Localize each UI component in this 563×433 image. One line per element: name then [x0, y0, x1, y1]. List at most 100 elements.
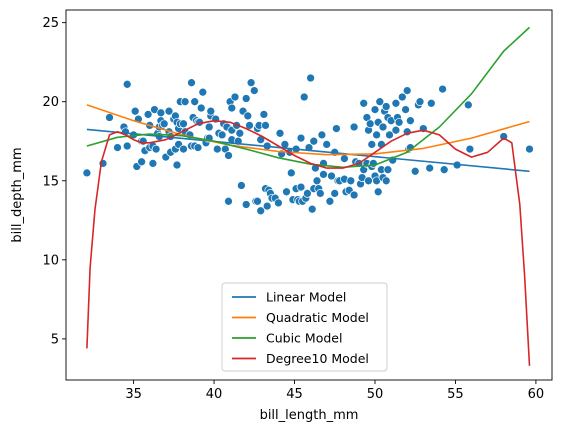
y-tick-label: 25 [42, 16, 59, 31]
scatter-point [439, 165, 449, 175]
legend-label: Quadratic Model [266, 310, 369, 325]
scatter-point [299, 92, 309, 102]
scatter-point [196, 103, 206, 113]
scatter-point [385, 130, 394, 140]
legend: Linear Model Quadratic Model Cubic Model De… [221, 282, 388, 372]
scatter-point [212, 144, 222, 154]
scatter-point [274, 198, 283, 208]
y-tick-label: 5 [51, 332, 59, 347]
scatter-point [525, 144, 534, 154]
model-lines [86, 26, 531, 366]
y-tick-label: 15 [42, 174, 59, 189]
scatter-point [369, 159, 378, 168]
scatter-point [143, 110, 153, 119]
scatter-point [130, 106, 140, 116]
x-tick-label: 50 [367, 387, 384, 402]
scatter-point [237, 181, 246, 190]
y-axis-label: bill_depth_mm [10, 147, 25, 242]
series-line [86, 128, 530, 173]
scatter-point [312, 176, 322, 186]
scatter-point [322, 140, 332, 149]
scatter-point [359, 98, 369, 108]
x-tick-label: 55 [447, 387, 464, 402]
scatter-point [367, 140, 377, 149]
y-tick-label: 20 [42, 95, 59, 110]
scatter-point [243, 111, 253, 121]
scatter-point [463, 100, 473, 110]
scatter-point [241, 94, 251, 103]
scatter-point [340, 154, 349, 163]
plot-frame [65, 9, 553, 381]
scatter-point [156, 108, 166, 118]
scatter-point [138, 136, 148, 146]
scatter-point [425, 163, 435, 173]
legend-label: Cubic Model [266, 331, 342, 346]
scatter-point [307, 204, 317, 214]
scatter-point [406, 116, 415, 126]
scatter-point [137, 157, 146, 167]
scatter-point [370, 105, 380, 114]
scatter-point [391, 125, 401, 135]
scatter-point [172, 160, 182, 170]
scatter-point [349, 190, 359, 200]
scatter-point [180, 97, 190, 107]
scatter-point [410, 166, 420, 176]
scatter-point [381, 176, 391, 186]
scatter-point [315, 189, 325, 198]
scatter-point [415, 97, 425, 107]
x-tick-label: 45 [286, 387, 303, 402]
scatter-point [224, 196, 233, 206]
x-tick-label: 40 [206, 387, 223, 402]
scatter-point [378, 122, 388, 132]
scatter-point [391, 98, 401, 108]
scatter-point [372, 130, 381, 140]
scatter-point [206, 106, 216, 116]
series-line [86, 119, 531, 366]
scatter-point [275, 128, 285, 138]
scatter-point [253, 196, 262, 206]
scatter-point [296, 133, 306, 143]
legend-label: Degree10 Model [266, 351, 369, 366]
scatter-point [122, 79, 132, 89]
scatter-point [327, 171, 336, 181]
scatter-point [224, 151, 233, 160]
scatter-point [309, 136, 319, 146]
scatter-point [402, 86, 412, 95]
scatter-point [438, 84, 447, 94]
scatter-point [235, 128, 245, 138]
scatter-point [227, 103, 237, 113]
scatter-point [249, 86, 259, 95]
scatter-point [261, 121, 270, 130]
scatter-point [332, 124, 341, 133]
scatter-point [259, 110, 269, 119]
scatter-point [319, 170, 328, 179]
scatter-point [303, 189, 312, 198]
scatter-point [217, 130, 227, 140]
scatter-point [349, 122, 359, 132]
scatter-point [256, 206, 266, 216]
scatter-point [375, 97, 385, 107]
scatter-point [383, 165, 393, 175]
scatter-point [306, 73, 315, 83]
scatter-point [198, 87, 208, 97]
scatter-point [187, 78, 196, 88]
scatter-point [122, 141, 132, 151]
scatter-point [113, 143, 122, 152]
scatter-point [204, 122, 214, 132]
scatter-point [105, 113, 114, 122]
scatter-point [241, 200, 251, 209]
series-line [86, 104, 530, 156]
scatter-point [262, 201, 272, 211]
scatter-point [426, 98, 436, 108]
scatter-point [325, 196, 335, 206]
scatter-point [282, 187, 291, 197]
y-axis-ticks: 5 10 15 20 25 [42, 16, 66, 347]
scatter-point [373, 187, 383, 197]
scatter-point [465, 144, 475, 154]
scatter-point [148, 159, 158, 168]
scatter-point [151, 144, 161, 154]
scatter-point [230, 92, 240, 102]
scatter-point [365, 119, 375, 129]
scatter-point [179, 119, 188, 129]
